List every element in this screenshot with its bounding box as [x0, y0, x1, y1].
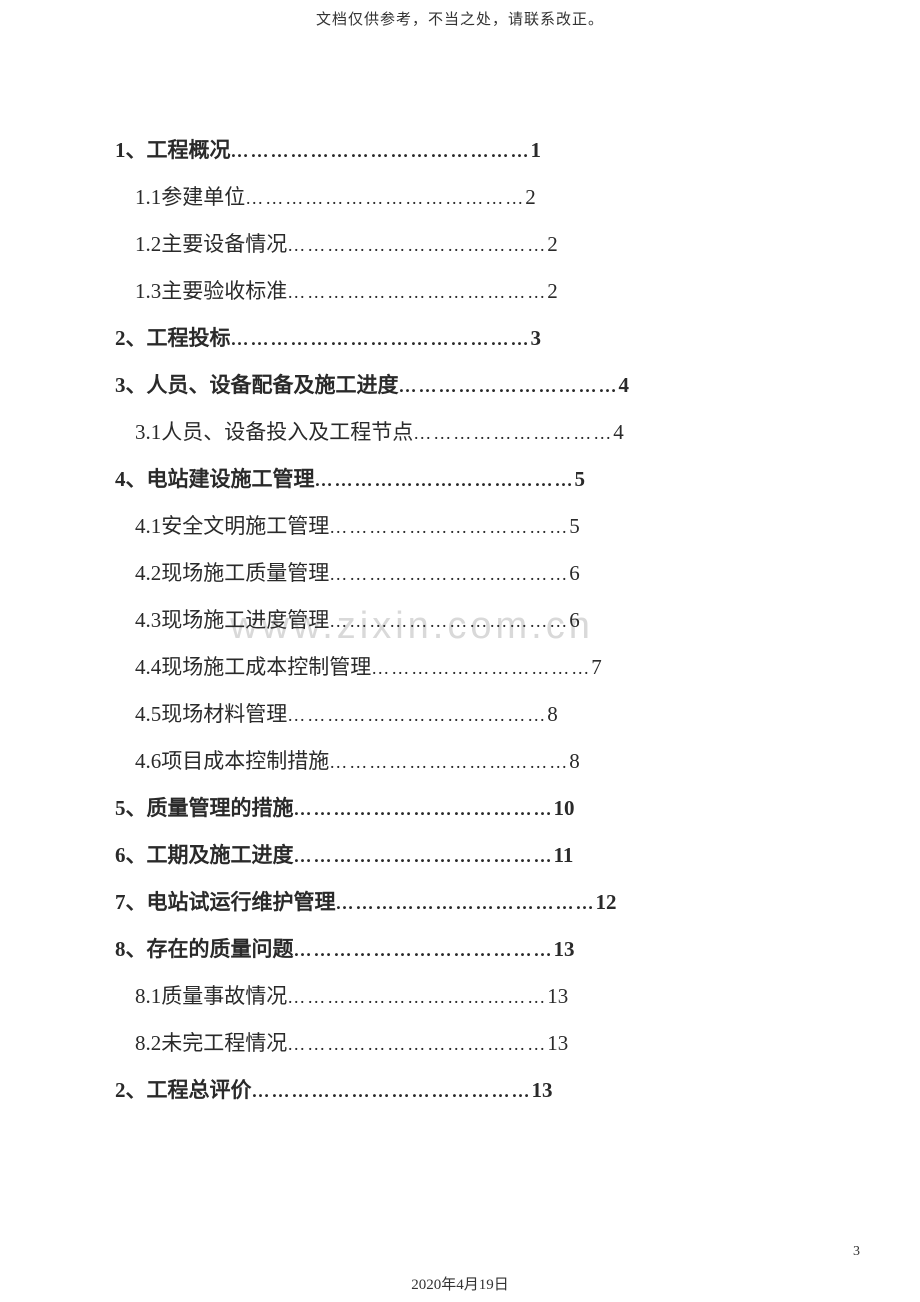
- toc-entry: 8.1质量事故情况…………………………………13: [115, 986, 805, 1007]
- header-note: 文档仅供参考，不当之处，请联系改正。: [0, 0, 920, 29]
- toc-entry: 4.6项目成本控制措施………………………………8: [115, 751, 805, 772]
- toc-leader: ………………………………: [329, 753, 569, 771]
- toc-entry: 4、电站建设施工管理…………………………………5: [115, 469, 805, 490]
- toc-label: 8.1质量事故情况: [135, 986, 287, 1007]
- toc-leader: ……………………………: [399, 377, 619, 395]
- toc-label: 4.4现场施工成本控制管理: [135, 657, 371, 678]
- toc-page: 8: [569, 751, 580, 772]
- toc-label: 8、存在的质量问题: [115, 939, 294, 960]
- table-of-contents: 1、工程概况………………………………………11.1参建单位………………………………: [115, 140, 805, 1127]
- toc-entry: 2、工程总评价……………………………………13: [115, 1080, 805, 1101]
- toc-page: 8: [547, 704, 558, 725]
- toc-leader: …………………………………: [287, 236, 547, 254]
- toc-page: 3: [531, 328, 542, 349]
- toc-entry: 1、工程概况………………………………………1: [115, 140, 805, 161]
- toc-label: 3.1人员、设备投入及工程节点: [135, 422, 413, 443]
- toc-leader: …………………………………: [287, 706, 547, 724]
- toc-leader: …………………………………: [294, 800, 554, 818]
- toc-label: 4.6项目成本控制措施: [135, 751, 329, 772]
- toc-page: 6: [569, 610, 580, 631]
- toc-leader: …………………………………: [294, 941, 554, 959]
- toc-page: 13: [547, 1033, 568, 1054]
- toc-leader: …………………………………: [287, 283, 547, 301]
- toc-entry: 8.2未完工程情况…………………………………13: [115, 1033, 805, 1054]
- toc-label: 4、电站建设施工管理: [115, 469, 315, 490]
- toc-leader: ………………………………………: [231, 142, 531, 160]
- toc-leader: ………………………………: [329, 518, 569, 536]
- toc-entry: 1.2主要设备情况…………………………………2: [115, 234, 805, 255]
- toc-page: 1: [531, 140, 542, 161]
- toc-leader: …………………………………: [294, 847, 554, 865]
- toc-page: 4: [613, 422, 624, 443]
- toc-leader: ………………………………: [329, 612, 569, 630]
- toc-entry: 1.3主要验收标准…………………………………2: [115, 281, 805, 302]
- toc-label: 6、工期及施工进度: [115, 845, 294, 866]
- footer-page-number: 3: [853, 1244, 860, 1260]
- toc-label: 5、质量管理的措施: [115, 798, 294, 819]
- toc-leader: ………………………………: [329, 565, 569, 583]
- toc-leader: ……………………………………: [252, 1082, 532, 1100]
- toc-label: 4.5现场材料管理: [135, 704, 287, 725]
- toc-page: 12: [596, 892, 617, 913]
- toc-leader: ……………………………………: [245, 189, 525, 207]
- toc-entry: 7、电站试运行维护管理…………………………………12: [115, 892, 805, 913]
- toc-entry: 3.1人员、设备投入及工程节点…………………………4: [115, 422, 805, 443]
- toc-leader: …………………………………: [287, 1035, 547, 1053]
- toc-entry: 4.4现场施工成本控制管理……………………………7: [115, 657, 805, 678]
- toc-page: 2: [547, 281, 558, 302]
- toc-leader: …………………………………: [336, 894, 596, 912]
- toc-page: 13: [532, 1080, 553, 1101]
- toc-page: 13: [554, 939, 575, 960]
- toc-page: 6: [569, 563, 580, 584]
- toc-page: 7: [591, 657, 602, 678]
- toc-label: 8.2未完工程情况: [135, 1033, 287, 1054]
- toc-label: 4.3现场施工进度管理: [135, 610, 329, 631]
- toc-label: 1.1参建单位: [135, 187, 245, 208]
- toc-page: 11: [554, 845, 574, 866]
- footer-date: 2020年4月19日: [0, 1273, 920, 1294]
- toc-label: 4.2现场施工质量管理: [135, 563, 329, 584]
- toc-page: 2: [547, 234, 558, 255]
- toc-entry: 8、存在的质量问题…………………………………13: [115, 939, 805, 960]
- toc-entry: 4.1安全文明施工管理………………………………5: [115, 516, 805, 537]
- toc-label: 7、电站试运行维护管理: [115, 892, 336, 913]
- toc-leader: ………………………………………: [231, 330, 531, 348]
- toc-label: 2、工程总评价: [115, 1080, 252, 1101]
- toc-label: 4.1安全文明施工管理: [135, 516, 329, 537]
- toc-entry: 5、质量管理的措施…………………………………10: [115, 798, 805, 819]
- toc-entry: 4.5现场材料管理…………………………………8: [115, 704, 805, 725]
- toc-page: 13: [547, 986, 568, 1007]
- toc-entry: 3、人员、设备配备及施工进度……………………………4: [115, 375, 805, 396]
- toc-label: 1.3主要验收标准: [135, 281, 287, 302]
- toc-leader: …………………………: [413, 424, 613, 442]
- toc-leader: …………………………………: [287, 988, 547, 1006]
- document-page: 文档仅供参考，不当之处，请联系改正。 www.zixin.com.cn 1、工程…: [0, 0, 920, 1302]
- toc-label: 1.2主要设备情况: [135, 234, 287, 255]
- toc-entry: 6、工期及施工进度…………………………………11: [115, 845, 805, 866]
- toc-page: 10: [554, 798, 575, 819]
- toc-page: 4: [619, 375, 630, 396]
- toc-entry: 4.3现场施工进度管理………………………………6: [115, 610, 805, 631]
- toc-entry: 1.1参建单位……………………………………2: [115, 187, 805, 208]
- toc-label: 2、工程投标: [115, 328, 231, 349]
- toc-leader: ……………………………: [371, 659, 591, 677]
- toc-page: 5: [569, 516, 580, 537]
- toc-page: 5: [575, 469, 586, 490]
- toc-label: 1、工程概况: [115, 140, 231, 161]
- toc-page: 2: [525, 187, 536, 208]
- toc-entry: 4.2现场施工质量管理………………………………6: [115, 563, 805, 584]
- toc-leader: …………………………………: [315, 471, 575, 489]
- toc-label: 3、人员、设备配备及施工进度: [115, 375, 399, 396]
- toc-entry: 2、工程投标………………………………………3: [115, 328, 805, 349]
